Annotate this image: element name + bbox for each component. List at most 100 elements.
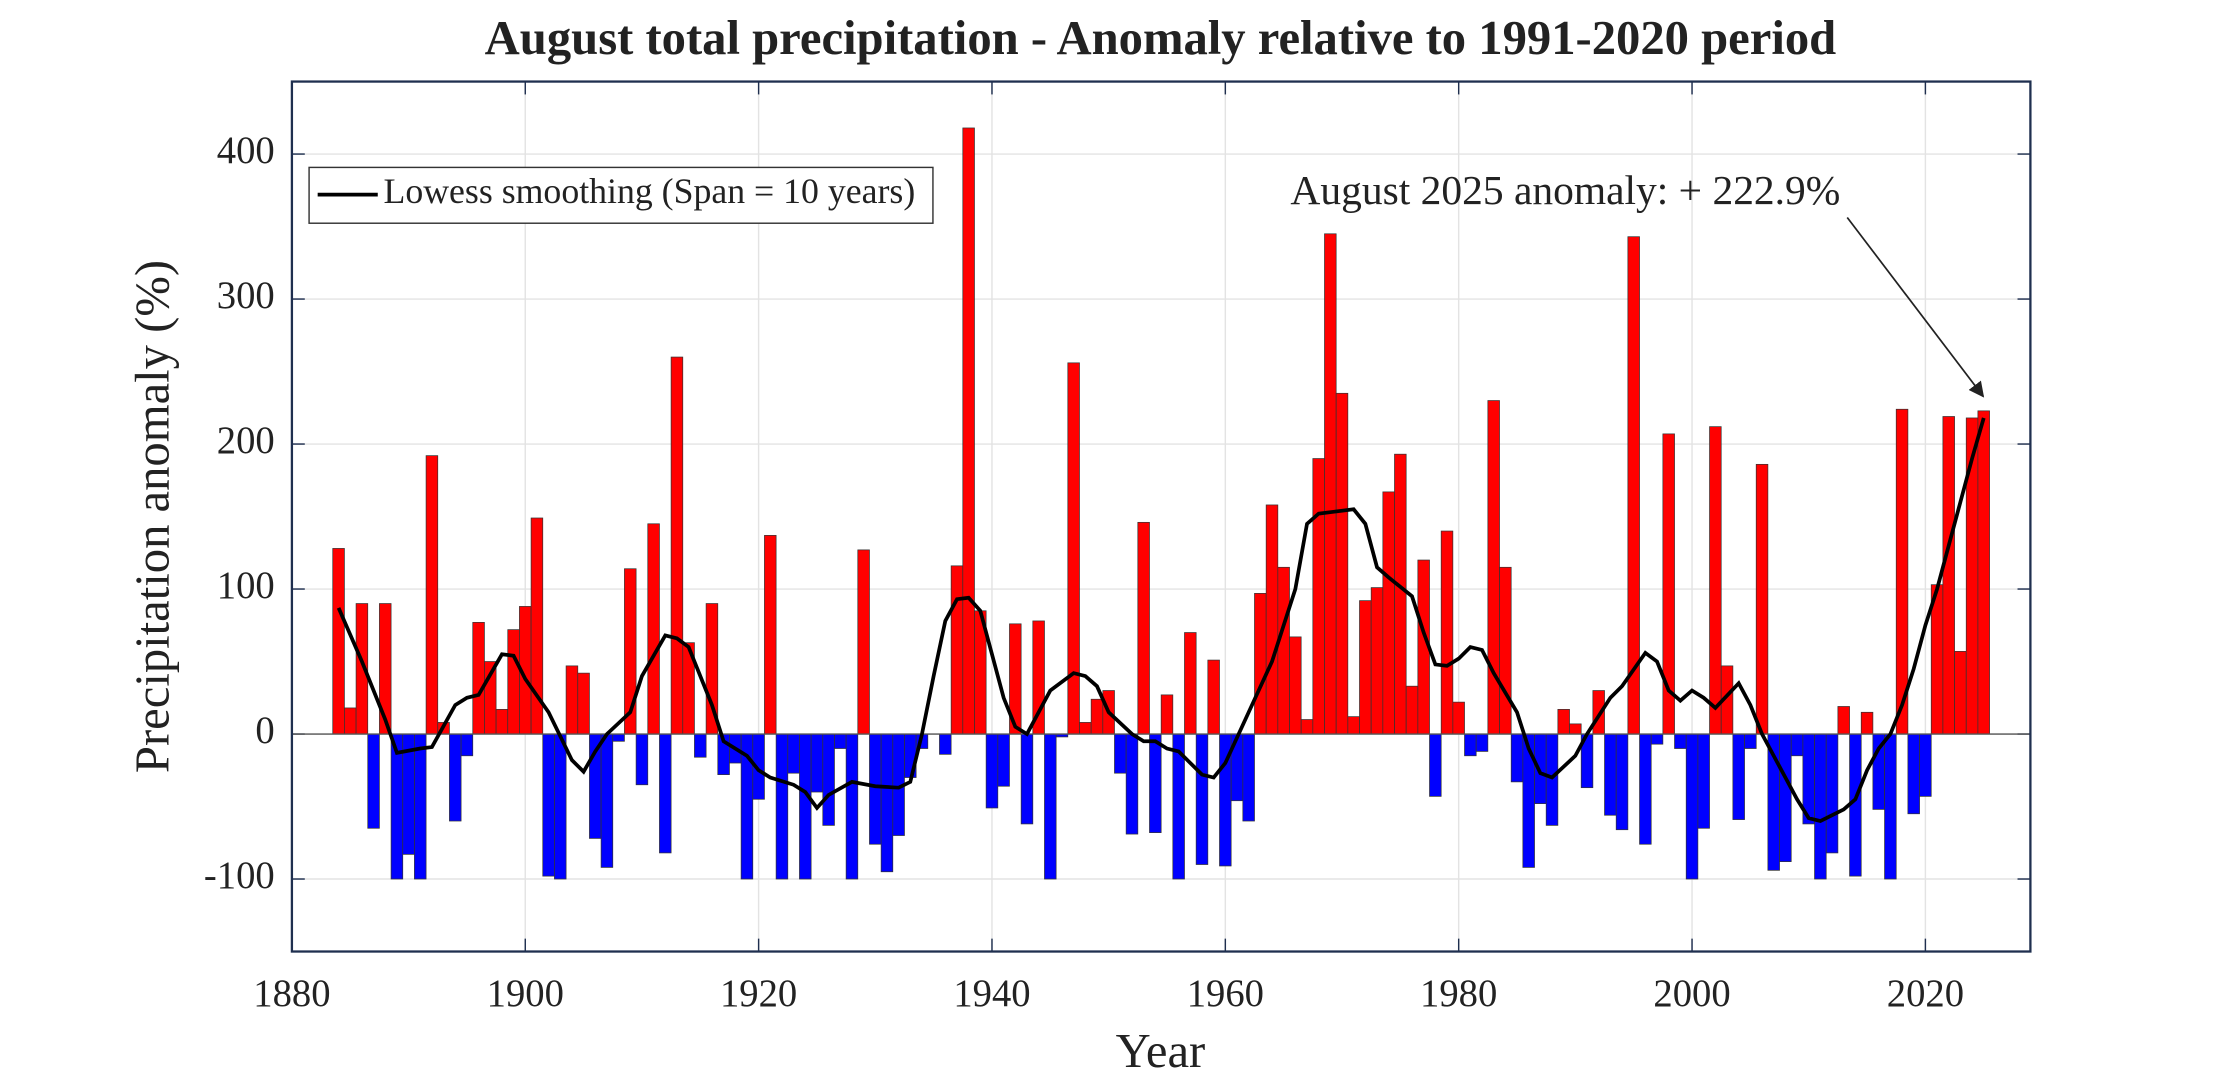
bar [635, 733, 649, 786]
bar [1942, 416, 1955, 735]
bar [1464, 733, 1477, 757]
bar [425, 455, 439, 735]
bar [1907, 733, 1920, 815]
bar [1242, 733, 1255, 822]
bar [1650, 733, 1664, 745]
bar [1137, 521, 1150, 735]
bar [1639, 733, 1652, 845]
bar [1697, 733, 1710, 829]
bar [1627, 236, 1640, 735]
bar [787, 733, 800, 774]
bar [1359, 600, 1372, 735]
bar [857, 549, 870, 735]
smoothing-line [336, 417, 1986, 823]
bar [1090, 698, 1104, 735]
bar [554, 733, 567, 880]
bar [1265, 504, 1279, 735]
bar [694, 733, 707, 758]
bar [1604, 733, 1617, 816]
bar [810, 733, 824, 793]
bar [1289, 636, 1302, 735]
x-tick-label: 1920 [720, 973, 797, 1015]
bar [1429, 733, 1442, 797]
bar [542, 733, 555, 877]
x-tick-label: 2000 [1653, 973, 1730, 1015]
bar [1825, 733, 1839, 854]
y-tick-label: 100 [217, 565, 275, 607]
bar [507, 629, 520, 735]
bar [1347, 716, 1360, 735]
bar [1324, 233, 1337, 735]
bar [414, 733, 427, 880]
bar [1545, 733, 1559, 826]
bar [1685, 733, 1699, 880]
x-tick-label: 1900 [487, 973, 564, 1015]
y-tick-label: 0 [255, 710, 274, 752]
annotation-arrow [1846, 216, 1985, 398]
bar [962, 127, 975, 735]
axes-frame [290, 80, 2032, 953]
bar [1405, 685, 1419, 735]
bar [367, 733, 380, 829]
bar [1312, 458, 1325, 735]
bar [565, 665, 579, 735]
bar [1440, 530, 1454, 735]
bar [612, 733, 625, 742]
bar [1510, 733, 1524, 783]
bar [1254, 593, 1267, 735]
bar [834, 733, 847, 749]
x-tick-label: 1960 [1187, 973, 1264, 1015]
bar [344, 707, 357, 735]
bar [985, 733, 999, 809]
bar [1732, 733, 1745, 820]
y-axis-label: Precipitation anomaly (%) [126, 260, 180, 773]
bar [1300, 719, 1314, 735]
y-tick-label: 300 [217, 275, 275, 317]
bar [1149, 733, 1162, 833]
bar [869, 733, 882, 845]
bar [1954, 651, 1967, 735]
x-tick-label: 1880 [253, 973, 330, 1015]
chart-title: August total precipitation - Anomaly rel… [485, 11, 1837, 65]
y-tick-label: -100 [204, 855, 275, 897]
bar [659, 733, 672, 854]
bar [1044, 733, 1057, 880]
bar [1079, 722, 1092, 735]
bar [1277, 566, 1290, 735]
bar [1160, 694, 1174, 735]
bar [390, 733, 404, 880]
bar [332, 548, 345, 735]
bar [600, 733, 614, 868]
bar [1884, 733, 1897, 880]
bar [1557, 709, 1570, 735]
bar [1499, 566, 1512, 735]
bar [1114, 733, 1127, 774]
bar [950, 565, 964, 735]
bar [845, 733, 859, 880]
bar [1020, 733, 1034, 825]
bar [472, 622, 485, 735]
bar [647, 523, 660, 735]
bar [1382, 491, 1395, 735]
annotation: August 2025 anomaly: + 222.9% [1290, 167, 1840, 213]
bar [495, 709, 509, 735]
bar [764, 535, 777, 735]
bar [1569, 723, 1582, 735]
bar [1207, 659, 1220, 735]
bar [775, 733, 789, 880]
legend-label: Lowess smoothing (Span = 10 years) [383, 171, 915, 211]
bar [1977, 410, 1990, 735]
bar [822, 733, 835, 826]
bar [1790, 733, 1804, 757]
bar [1744, 733, 1757, 749]
bar [1370, 587, 1384, 735]
bar [1837, 706, 1850, 735]
bar [1184, 632, 1197, 735]
bar [1895, 408, 1909, 735]
bar [1674, 733, 1687, 749]
bar [379, 603, 392, 735]
legend-box [308, 166, 934, 224]
bar [1125, 733, 1139, 835]
y-tick-label: 200 [217, 420, 275, 462]
